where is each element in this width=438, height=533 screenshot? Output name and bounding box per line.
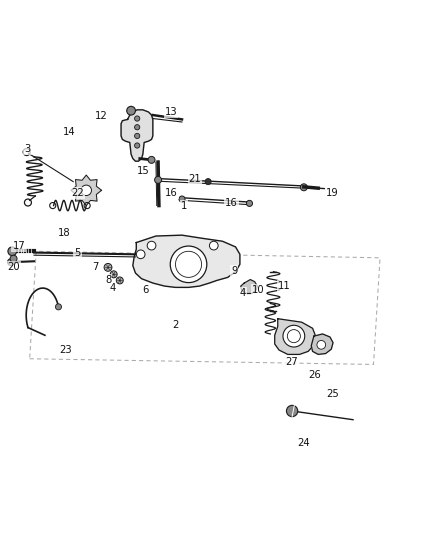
Text: 21: 21 — [189, 174, 201, 184]
Text: 17: 17 — [12, 240, 25, 251]
Circle shape — [300, 184, 307, 191]
Text: 12: 12 — [95, 111, 108, 122]
Circle shape — [134, 133, 140, 139]
Circle shape — [247, 200, 253, 206]
Text: 15: 15 — [137, 166, 149, 176]
Text: 26: 26 — [308, 370, 321, 381]
Circle shape — [10, 255, 17, 262]
Circle shape — [148, 156, 155, 163]
Circle shape — [136, 250, 145, 259]
Text: 23: 23 — [60, 345, 72, 355]
Text: 14: 14 — [63, 126, 75, 136]
Text: 22: 22 — [71, 188, 84, 198]
Polygon shape — [71, 175, 102, 206]
Circle shape — [317, 341, 325, 349]
Polygon shape — [121, 110, 153, 161]
Circle shape — [134, 143, 140, 148]
Text: 16: 16 — [165, 188, 177, 198]
Text: 9: 9 — [231, 266, 237, 276]
Circle shape — [7, 259, 14, 265]
Text: 20: 20 — [7, 262, 20, 271]
Text: 5: 5 — [74, 248, 81, 259]
Polygon shape — [275, 319, 316, 354]
Text: 8: 8 — [105, 274, 111, 285]
Circle shape — [170, 246, 207, 282]
Circle shape — [155, 176, 162, 183]
Circle shape — [81, 185, 92, 196]
Text: 4: 4 — [109, 283, 116, 293]
Text: 24: 24 — [297, 438, 310, 448]
Circle shape — [127, 107, 135, 115]
Circle shape — [147, 241, 156, 250]
Text: 11: 11 — [278, 281, 291, 291]
Text: 18: 18 — [58, 228, 71, 238]
Text: 13: 13 — [165, 107, 177, 117]
Circle shape — [205, 179, 211, 184]
Polygon shape — [241, 279, 257, 294]
Text: 25: 25 — [326, 389, 339, 399]
Polygon shape — [133, 235, 240, 287]
Circle shape — [179, 196, 185, 202]
Text: 3: 3 — [25, 144, 31, 154]
Circle shape — [134, 116, 140, 121]
Text: 6: 6 — [142, 286, 148, 295]
Circle shape — [134, 125, 140, 130]
Circle shape — [283, 325, 305, 347]
Circle shape — [104, 263, 112, 271]
Text: 19: 19 — [326, 188, 339, 198]
Text: 2: 2 — [172, 320, 179, 330]
Text: 1: 1 — [181, 200, 187, 211]
Circle shape — [286, 405, 298, 417]
Text: 27: 27 — [286, 357, 298, 367]
Text: 4: 4 — [240, 288, 246, 297]
Text: 10: 10 — [252, 286, 265, 295]
Circle shape — [56, 304, 61, 310]
Circle shape — [8, 247, 17, 256]
Polygon shape — [311, 334, 333, 354]
Circle shape — [209, 241, 218, 250]
Circle shape — [110, 271, 117, 278]
Text: 16: 16 — [225, 198, 237, 208]
Text: 7: 7 — [92, 262, 98, 271]
Circle shape — [116, 277, 123, 284]
